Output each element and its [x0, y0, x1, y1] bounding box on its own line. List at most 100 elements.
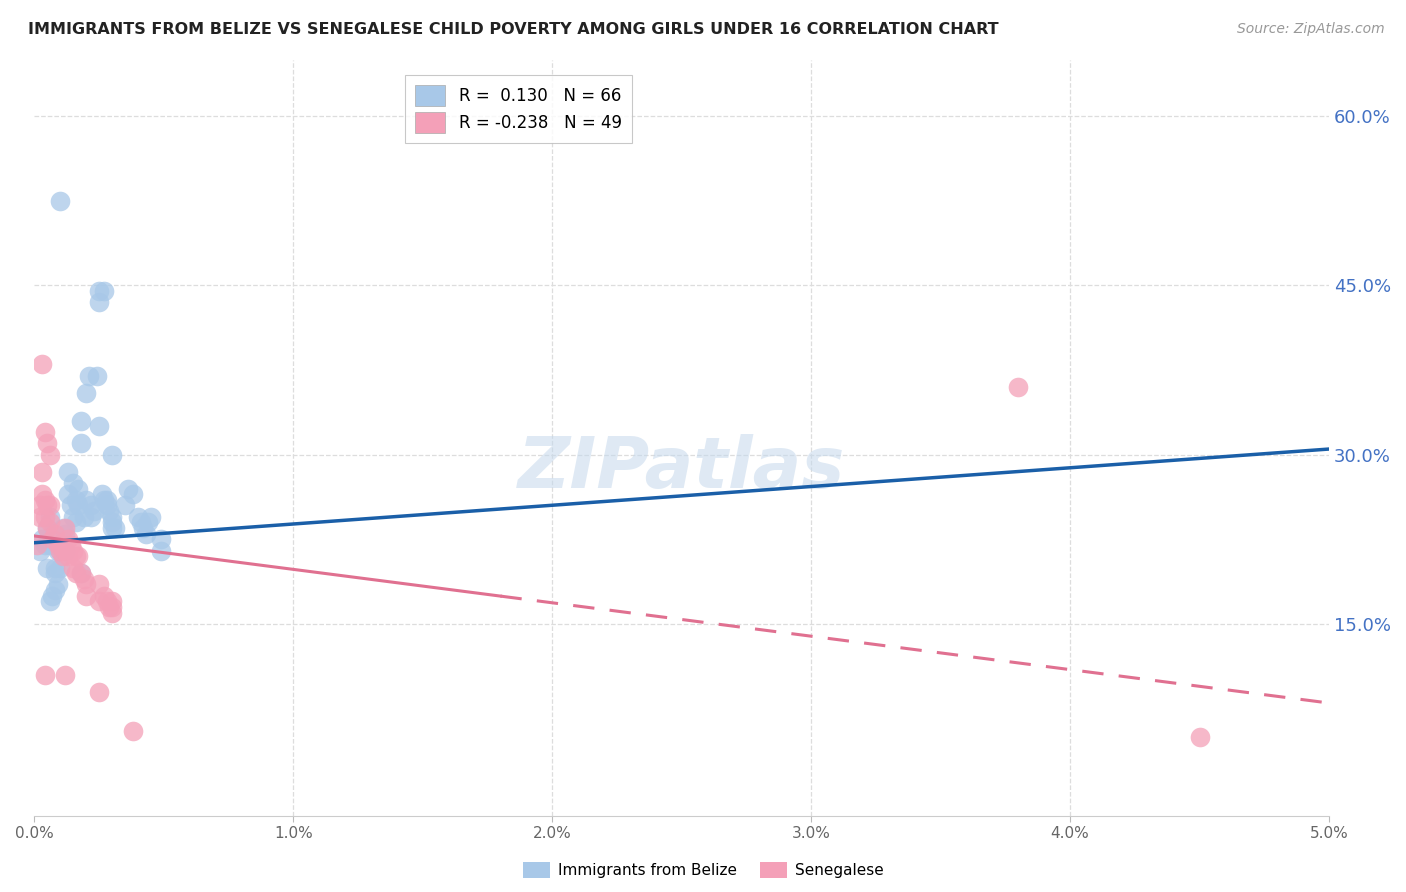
Point — [28, 499, 51, 513]
Point — [55, 521, 77, 535]
Point — [150, 543, 173, 558]
Point — [98, 504, 121, 518]
Point — [70, 566, 93, 581]
Point — [31, 487, 53, 501]
Point — [38, 448, 60, 462]
Point — [56, 465, 79, 479]
Point — [136, 516, 159, 530]
Point — [34, 538, 56, 552]
Point — [56, 487, 79, 501]
Point — [96, 594, 118, 608]
Point — [80, 509, 103, 524]
Point — [37, 521, 59, 535]
Point — [101, 606, 124, 620]
Point — [34, 668, 56, 682]
Point — [38, 538, 60, 552]
Point — [87, 594, 110, 608]
Point — [135, 526, 157, 541]
Point — [127, 509, 149, 524]
Point — [38, 509, 60, 524]
Point — [28, 509, 51, 524]
Point — [41, 589, 63, 603]
Point — [139, 509, 162, 524]
Point — [34, 425, 56, 439]
Point — [132, 521, 155, 535]
Point — [70, 566, 93, 581]
Point — [70, 436, 93, 450]
Point — [52, 549, 75, 564]
Point — [44, 560, 66, 574]
Point — [87, 284, 110, 298]
Point — [62, 509, 84, 524]
Point — [1188, 730, 1211, 744]
Point — [65, 492, 87, 507]
Legend: Immigrants from Belize, Senegalese: Immigrants from Belize, Senegalese — [516, 856, 890, 884]
Text: IMMIGRANTS FROM BELIZE VS SENEGALESE CHILD POVERTY AMONG GIRLS UNDER 16 CORRELAT: IMMIGRANTS FROM BELIZE VS SENEGALESE CHI… — [28, 22, 998, 37]
Point — [104, 521, 127, 535]
Point — [114, 499, 136, 513]
Point — [87, 419, 110, 434]
Point — [49, 194, 72, 208]
Point — [70, 414, 93, 428]
Point — [37, 521, 59, 535]
Point — [37, 499, 59, 513]
Point — [52, 521, 75, 535]
Point — [62, 475, 84, 490]
Point — [31, 533, 53, 547]
Point — [75, 492, 97, 507]
Point — [46, 538, 69, 552]
Point — [44, 583, 66, 598]
Point — [41, 526, 63, 541]
Point — [38, 516, 60, 530]
Point — [93, 492, 115, 507]
Point — [87, 577, 110, 591]
Text: Source: ZipAtlas.com: Source: ZipAtlas.com — [1237, 22, 1385, 37]
Point — [72, 572, 94, 586]
Point — [55, 668, 77, 682]
Point — [31, 465, 53, 479]
Point — [56, 533, 79, 547]
Point — [101, 448, 124, 462]
Point — [101, 600, 124, 615]
Point — [67, 482, 90, 496]
Point — [49, 543, 72, 558]
Point — [101, 521, 124, 535]
Point — [49, 538, 72, 552]
Point — [98, 600, 121, 615]
Point — [129, 516, 152, 530]
Point — [80, 499, 103, 513]
Point — [90, 487, 112, 501]
Point — [65, 516, 87, 530]
Point — [62, 543, 84, 558]
Point — [49, 560, 72, 574]
Point — [121, 724, 143, 739]
Point — [55, 543, 77, 558]
Point — [101, 509, 124, 524]
Point — [87, 684, 110, 698]
Point — [93, 284, 115, 298]
Point — [96, 499, 118, 513]
Point — [101, 516, 124, 530]
Point — [49, 543, 72, 558]
Point — [31, 357, 53, 371]
Point — [83, 504, 105, 518]
Point — [150, 533, 173, 547]
Point — [67, 499, 90, 513]
Legend: R =  0.130   N = 66, R = -0.238   N = 49: R = 0.130 N = 66, R = -0.238 N = 49 — [405, 76, 631, 143]
Point — [37, 436, 59, 450]
Point — [44, 566, 66, 581]
Point — [34, 509, 56, 524]
Point — [34, 492, 56, 507]
Point — [59, 538, 82, 552]
Point — [55, 526, 77, 541]
Point — [121, 487, 143, 501]
Point — [87, 295, 110, 310]
Point — [25, 538, 48, 552]
Point — [28, 543, 51, 558]
Point — [46, 543, 69, 558]
Point — [41, 533, 63, 547]
Text: ZIPatlas: ZIPatlas — [517, 434, 845, 502]
Point — [59, 499, 82, 513]
Point — [56, 549, 79, 564]
Point — [1007, 380, 1029, 394]
